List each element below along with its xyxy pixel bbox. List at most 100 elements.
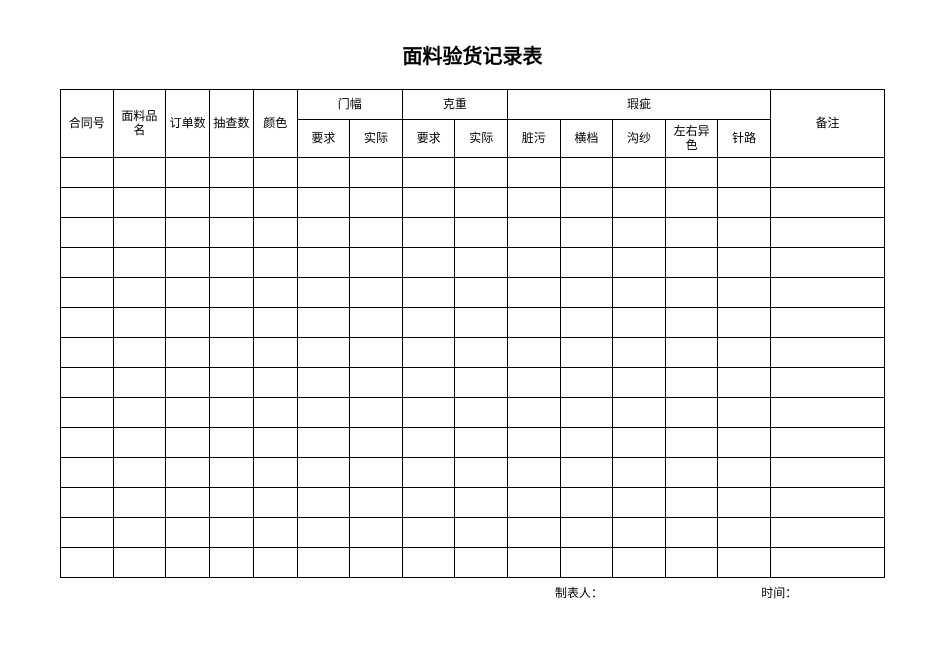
- col-weight-actual: 实际: [455, 120, 508, 158]
- table-cell: [508, 547, 561, 577]
- table-row: [61, 457, 885, 487]
- table-cell: [253, 517, 297, 547]
- table-cell: [113, 487, 166, 517]
- table-cell: [508, 187, 561, 217]
- table-cell: [350, 397, 403, 427]
- table-cell: [402, 457, 455, 487]
- table-cell: [508, 157, 561, 187]
- col-color-diff: 左右异色: [665, 120, 718, 158]
- col-group-width: 门幅: [297, 90, 402, 120]
- table-cell: [402, 187, 455, 217]
- table-cell: [455, 367, 508, 397]
- table-cell: [297, 337, 350, 367]
- table-cell: [770, 397, 884, 427]
- table-cell: [770, 187, 884, 217]
- table-cell: [210, 367, 254, 397]
- table-cell: [297, 217, 350, 247]
- table-cell: [350, 247, 403, 277]
- col-group-weight: 克重: [402, 90, 507, 120]
- col-gousha: 沟纱: [613, 120, 666, 158]
- table-cell: [613, 397, 666, 427]
- table-cell: [665, 517, 718, 547]
- table-cell: [61, 547, 114, 577]
- table-cell: [455, 427, 508, 457]
- footer: 制表人： 时间：: [60, 584, 885, 601]
- table-cell: [113, 517, 166, 547]
- table-cell: [770, 367, 884, 397]
- table-body: [61, 157, 885, 577]
- table-cell: [718, 157, 771, 187]
- table-cell: [770, 487, 884, 517]
- table-cell: [455, 487, 508, 517]
- table-cell: [253, 157, 297, 187]
- col-width-req: 要求: [297, 120, 350, 158]
- table-cell: [402, 247, 455, 277]
- table-cell: [560, 337, 613, 367]
- table-cell: [253, 457, 297, 487]
- table-cell: [166, 397, 210, 427]
- col-sample-qty: 抽查数: [210, 90, 254, 158]
- table-cell: [350, 337, 403, 367]
- table-cell: [61, 397, 114, 427]
- table-cell: [665, 247, 718, 277]
- table-cell: [253, 547, 297, 577]
- table-cell: [210, 427, 254, 457]
- table-cell: [718, 457, 771, 487]
- table-cell: [166, 157, 210, 187]
- table-cell: [508, 487, 561, 517]
- table-cell: [297, 247, 350, 277]
- footer-spacer: [60, 584, 555, 601]
- table-cell: [297, 547, 350, 577]
- table-cell: [166, 337, 210, 367]
- table-row: [61, 277, 885, 307]
- table-cell: [770, 427, 884, 457]
- table-cell: [455, 187, 508, 217]
- table-cell: [350, 547, 403, 577]
- table-cell: [210, 487, 254, 517]
- col-contract: 合同号: [61, 90, 114, 158]
- table-cell: [297, 187, 350, 217]
- inspection-table: 合同号 面料品名 订单数 抽查数 颜色 门幅 克重 瑕疵 备注 要求 实际 要求…: [60, 89, 885, 578]
- table-cell: [508, 247, 561, 277]
- table-cell: [166, 277, 210, 307]
- table-cell: [770, 217, 884, 247]
- table-cell: [61, 427, 114, 457]
- table-cell: [560, 397, 613, 427]
- table-cell: [113, 277, 166, 307]
- table-cell: [350, 307, 403, 337]
- table-cell: [770, 157, 884, 187]
- table-cell: [665, 337, 718, 367]
- table-cell: [770, 277, 884, 307]
- table-cell: [350, 487, 403, 517]
- maker-label: 制表人：: [555, 584, 679, 601]
- table-cell: [402, 157, 455, 187]
- table-cell: [718, 397, 771, 427]
- table-cell: [402, 307, 455, 337]
- table-cell: [508, 337, 561, 367]
- table-cell: [455, 157, 508, 187]
- table-cell: [350, 517, 403, 547]
- table-cell: [253, 367, 297, 397]
- table-cell: [61, 457, 114, 487]
- table-cell: [297, 277, 350, 307]
- table-cell: [253, 247, 297, 277]
- table-cell: [350, 187, 403, 217]
- table-cell: [166, 187, 210, 217]
- table-cell: [402, 487, 455, 517]
- table-cell: [166, 307, 210, 337]
- table-cell: [718, 367, 771, 397]
- table-row: [61, 217, 885, 247]
- table-cell: [253, 217, 297, 247]
- table-cell: [297, 157, 350, 187]
- table-cell: [718, 517, 771, 547]
- table-cell: [613, 367, 666, 397]
- col-order-qty: 订单数: [166, 90, 210, 158]
- table-cell: [166, 487, 210, 517]
- table-cell: [455, 547, 508, 577]
- table-cell: [560, 487, 613, 517]
- table-cell: [770, 457, 884, 487]
- time-label: 时间：: [761, 584, 885, 601]
- table-cell: [613, 547, 666, 577]
- table-cell: [113, 157, 166, 187]
- table-cell: [210, 517, 254, 547]
